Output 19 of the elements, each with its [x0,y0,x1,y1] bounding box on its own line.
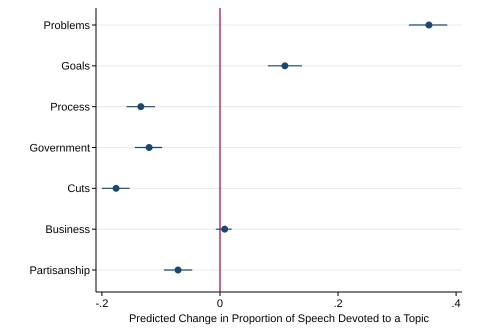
y-tick-label: Cuts [67,183,90,196]
x-tick-label: .4 [452,298,461,310]
point [137,103,144,110]
x-tick-label: -.2 [95,298,108,310]
y-tick-label: Business [45,224,90,236]
point [221,226,228,233]
x-axis-title: Predicted Change in Proportion of Speech Devoted to a Topic [128,313,430,325]
x-tick-label: .2 [333,298,343,310]
y-tick-label: Government [29,142,90,154]
point [174,266,182,274]
y-tick-label: Process [50,102,90,114]
y-tick-label: Goals [61,60,90,73]
point [146,144,153,151]
y-tick-label: Problems [44,20,90,32]
y-tick-label: Partisanship [29,264,90,277]
point [281,62,288,70]
x-tick-label: 0 [216,298,224,310]
point [112,184,120,192]
point [425,22,432,28]
